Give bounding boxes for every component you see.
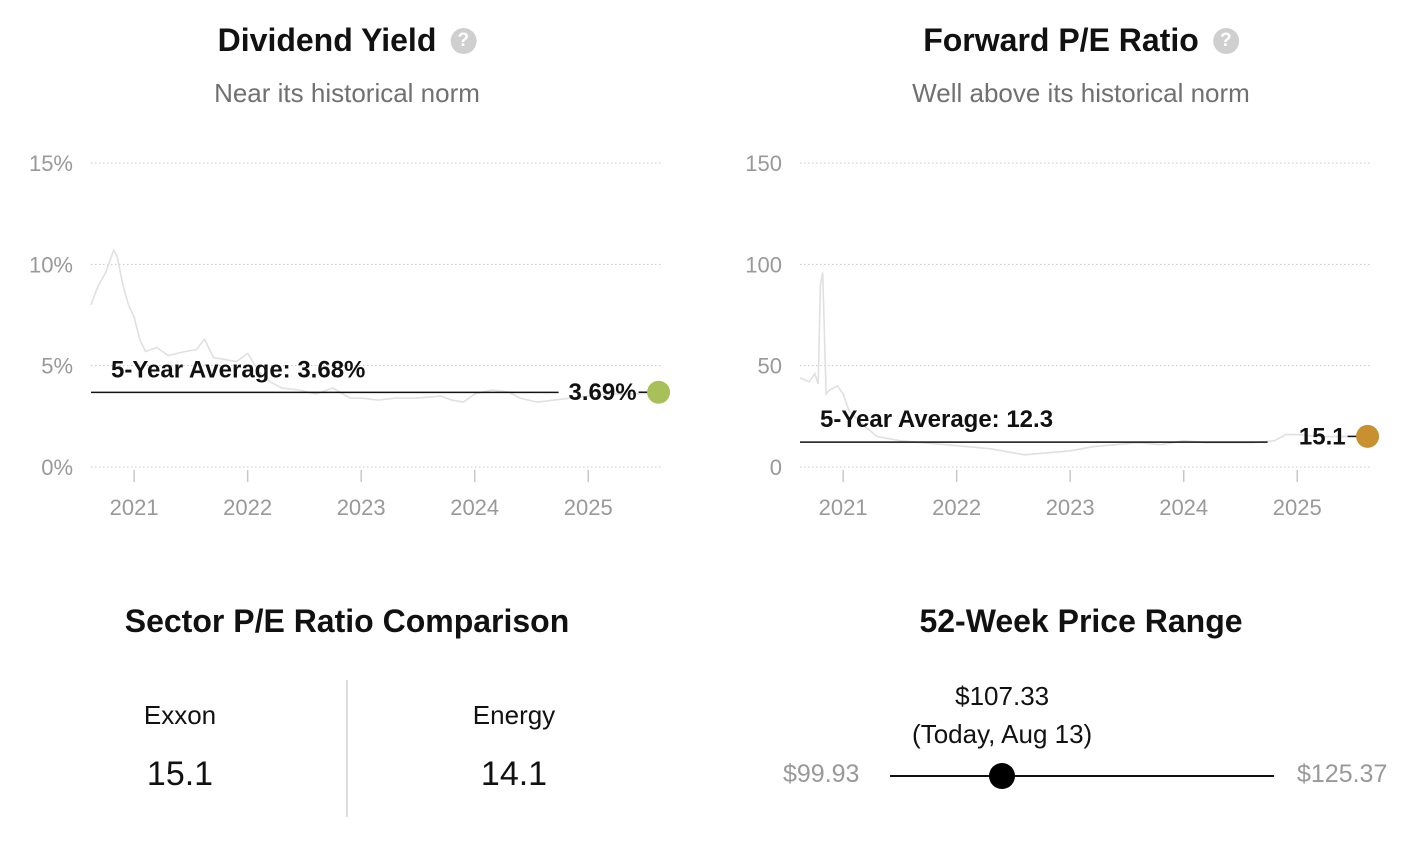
dividend-yield-title-text: Dividend Yield xyxy=(217,22,437,58)
price-range-high: $125.37 xyxy=(1297,760,1388,788)
question-circle-icon[interactable]: ? xyxy=(1212,28,1239,54)
current-value-label: 15.1 xyxy=(1299,423,1346,450)
dividend-yield-title: Dividend Yield? xyxy=(218,22,477,59)
price-range-title: 52-Week Price Range xyxy=(919,603,1243,639)
series-line xyxy=(90,248,659,403)
sector-company-value: 15.1 xyxy=(146,755,214,793)
sector-pe-title: Sector P/E Ratio Comparison xyxy=(124,603,570,639)
current-value-label: 3.69% xyxy=(569,379,637,406)
price-range-marker xyxy=(989,763,1016,789)
x-tick-label: 2023 xyxy=(337,495,386,520)
average-label: 5-Year Average: 3.68% xyxy=(111,356,365,383)
forward-pe-subtitle: Well above its historical norm xyxy=(912,78,1250,108)
sector-industry-label: Energy xyxy=(472,700,556,730)
forward-pe-title-text: Forward P/E Ratio xyxy=(923,22,1199,58)
current-value-dot xyxy=(1356,424,1380,448)
sector-industry-value: 14.1 xyxy=(480,755,548,793)
x-tick-label: 2022 xyxy=(932,495,981,520)
y-tick-label: 5% xyxy=(41,354,73,379)
x-tick-label: 2021 xyxy=(819,495,868,520)
dividend-yield-chart: 15% 10% 5% 0% 2021 2022 2023 2024 2025 5-Year Ave… xyxy=(29,151,671,520)
x-tick-label: 2023 xyxy=(1046,495,1095,520)
y-tick-label: 100 xyxy=(745,252,782,277)
price-range-current-price: $107.33 xyxy=(955,681,1050,711)
y-tick-label: 0% xyxy=(41,455,73,480)
price-range-current-date: (Today, Aug 13) xyxy=(912,719,1093,749)
sector-divider xyxy=(346,680,348,817)
x-tick-label: 2024 xyxy=(450,495,499,520)
y-tick-label: 150 xyxy=(745,151,782,176)
x-tick-label: 2025 xyxy=(1273,495,1322,520)
price-range-track xyxy=(890,775,1274,777)
question-circle-icon[interactable]: ? xyxy=(450,28,477,54)
average-label: 5-Year Average: 12.3 xyxy=(820,406,1053,433)
current-value-dot xyxy=(647,380,671,404)
forward-pe-title: Forward P/E Ratio? xyxy=(923,22,1239,59)
price-range-current: $107.33 (Today, Aug 13) xyxy=(912,677,1092,753)
x-tick-label: 2021 xyxy=(110,495,159,520)
y-tick-label: 10% xyxy=(29,252,73,277)
price-range-low: $99.93 xyxy=(783,760,860,788)
dividend-yield-subtitle: Near its historical norm xyxy=(214,78,480,108)
forward-pe-chart: 150 100 50 0 2021 2022 2023 2024 2025 5-Year Aver… xyxy=(745,151,1380,520)
y-tick-label: 0 xyxy=(770,455,782,480)
x-tick-label: 2024 xyxy=(1159,495,1208,520)
y-tick-label: 50 xyxy=(758,354,782,379)
y-tick-label: 15% xyxy=(29,151,73,176)
sector-company-label: Exxon xyxy=(143,700,217,730)
x-tick-label: 2022 xyxy=(223,495,272,520)
x-tick-label: 2025 xyxy=(564,495,613,520)
